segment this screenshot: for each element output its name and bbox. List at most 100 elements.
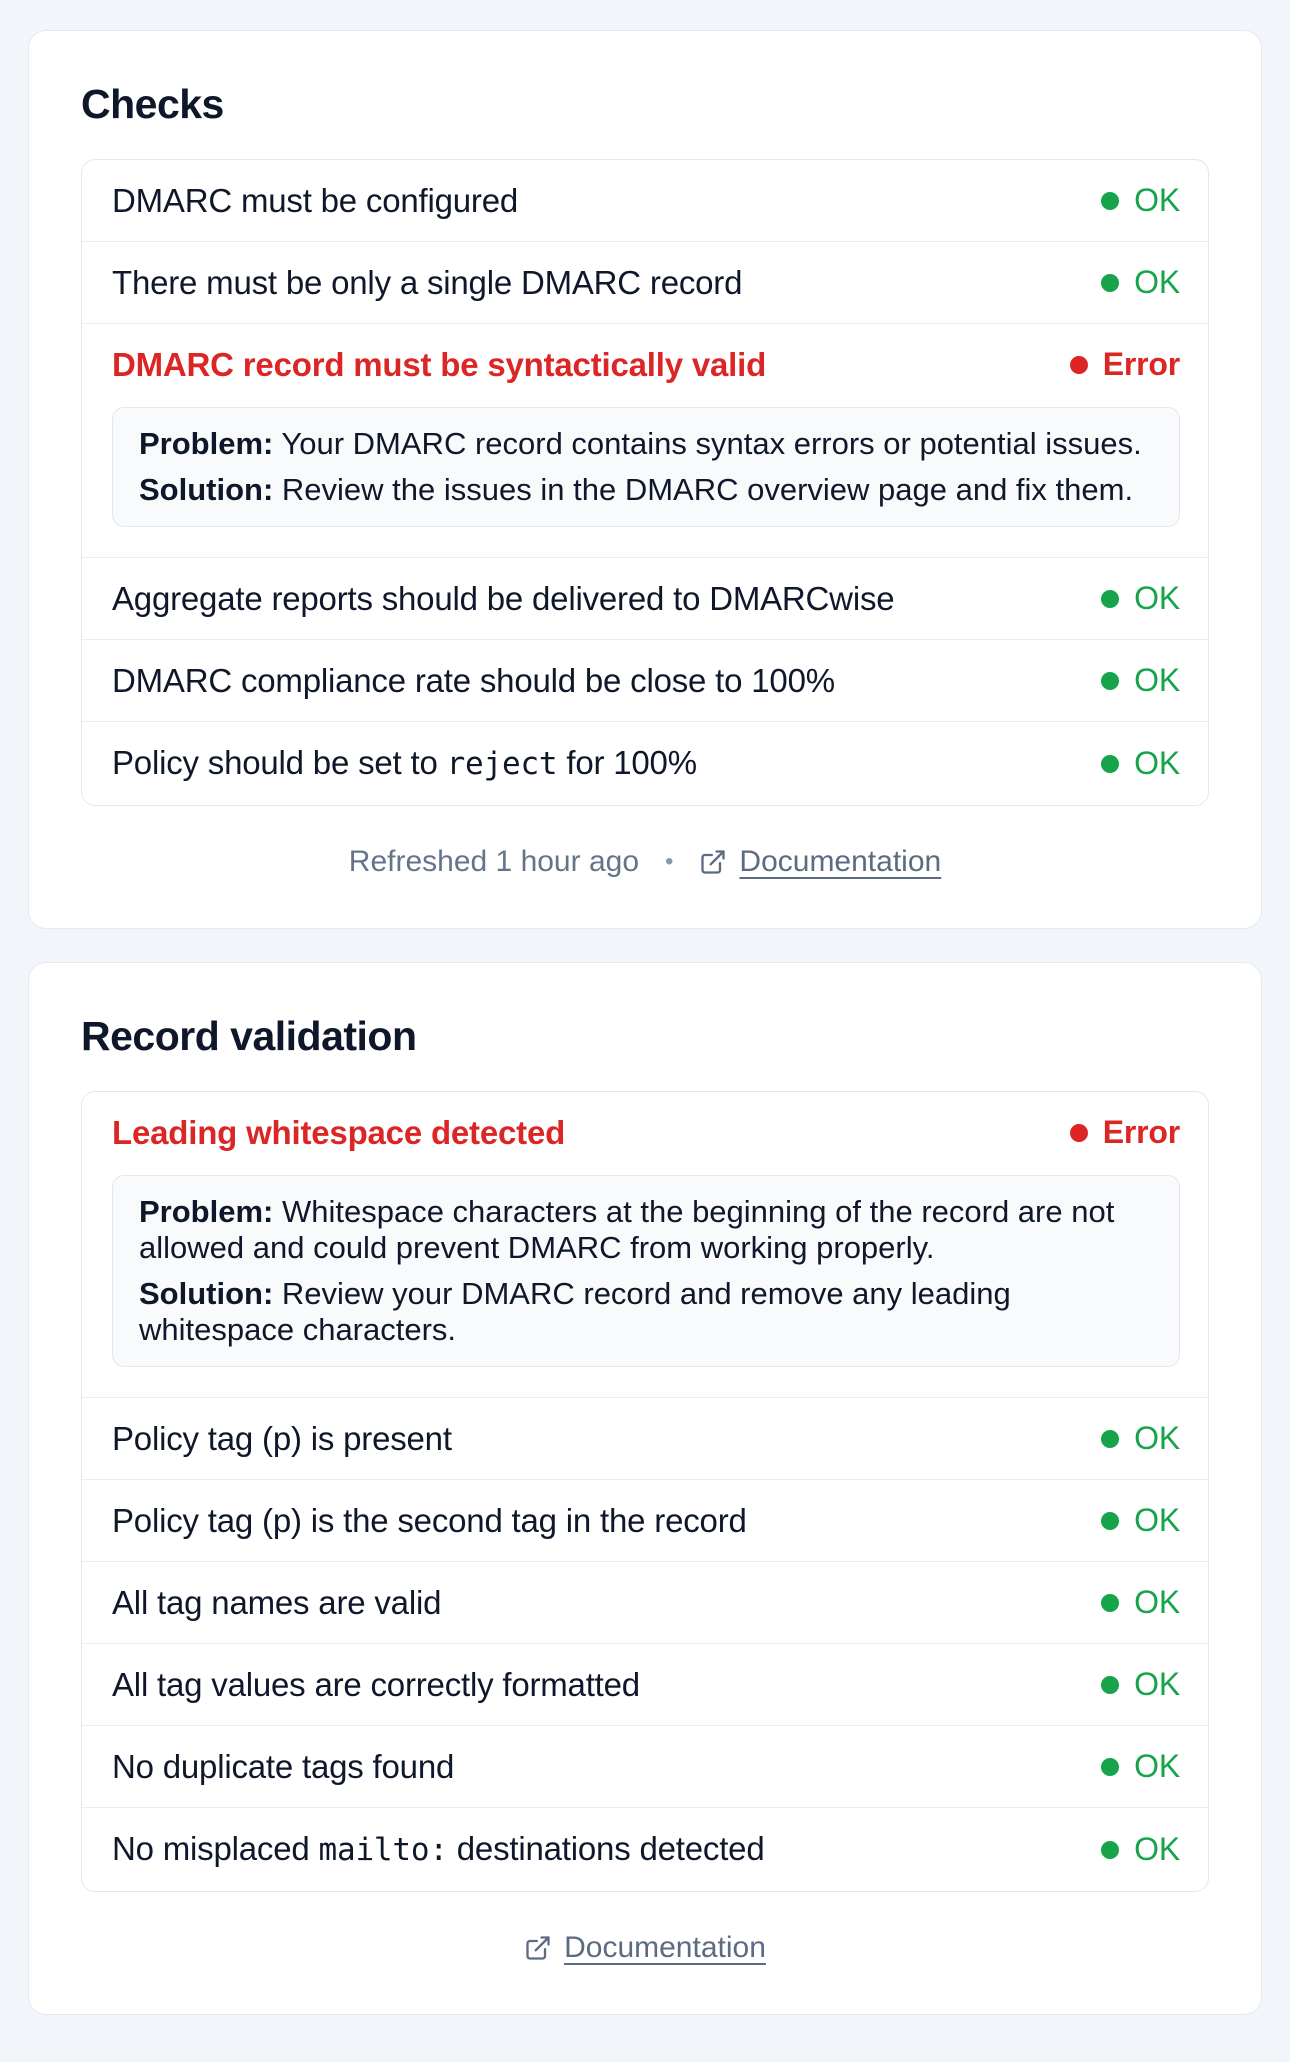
status-label: OK [1134, 1584, 1180, 1620]
check-row-head: Policy should be set to reject for 100% … [112, 742, 1180, 785]
problem-label: Problem: [139, 1194, 274, 1229]
check-label: Leading whitespace detected [112, 1114, 566, 1151]
status-label: OK [1134, 1748, 1180, 1784]
external-link-icon [526, 1936, 550, 1960]
checks-list: DMARC must be configured OK There must b… [81, 159, 1209, 806]
status-label: OK [1134, 1666, 1180, 1702]
checks-card-footer: Refreshed 1 hour ago • Documentation [81, 842, 1209, 882]
status-label: OK [1134, 662, 1180, 698]
status-dot-icon [1069, 1123, 1088, 1142]
status-badge: OK [1101, 1831, 1180, 1868]
status-dot-icon [1069, 355, 1088, 374]
status-badge: OK [1101, 1584, 1180, 1621]
check-label: Policy should be set to reject for 100% [112, 744, 697, 782]
status-badge: OK [1101, 1502, 1180, 1539]
check-row-head: Leading whitespace detected Error [112, 1112, 1180, 1153]
check-row: DMARC record must be syntactically valid… [82, 323, 1208, 557]
record-validation-list: Leading whitespace detected Error Proble… [81, 1091, 1209, 1892]
status-label: OK [1134, 580, 1180, 616]
documentation-link[interactable]: Documentation [699, 842, 941, 882]
check-label: DMARC must be configured [112, 182, 519, 219]
documentation-link-label: Documentation [739, 845, 942, 878]
documentation-link[interactable]: Documentation [524, 1928, 766, 1968]
problem-text: Problem: Your DMARC record contains synt… [139, 426, 1142, 461]
status-dot-icon [1101, 671, 1120, 690]
status-dot-icon [1101, 1840, 1120, 1859]
status-badge: OK [1101, 182, 1180, 219]
check-label: Policy tag (p) is present [112, 1420, 452, 1457]
inline-code: reject [446, 746, 558, 782]
status-badge: OK [1101, 1420, 1180, 1457]
problem-solution-box: Problem: Whitespace characters at the be… [112, 1175, 1180, 1367]
problem-label: Problem: [139, 426, 274, 461]
status-dot-icon [1101, 1593, 1120, 1612]
status-badge: Error [1069, 1114, 1180, 1151]
status-dot-icon [1101, 589, 1120, 608]
problem-solution-box: Problem: Your DMARC record contains synt… [112, 407, 1180, 527]
check-label: All tag names are valid [112, 1584, 442, 1621]
check-label: DMARC record must be syntactically valid [112, 346, 767, 383]
check-label: No misplaced mailto: destinations detect… [112, 1830, 765, 1868]
status-dot-icon [1101, 191, 1120, 210]
documentation-link-label: Documentation [564, 1931, 766, 1964]
check-row-head: All tag values are correctly formatted O… [112, 1664, 1180, 1705]
status-badge: OK [1101, 264, 1180, 301]
status-label: OK [1134, 1831, 1180, 1867]
status-label: OK [1134, 264, 1180, 300]
check-label: All tag values are correctly formatted [112, 1666, 640, 1703]
status-label: OK [1134, 1420, 1180, 1456]
check-row-head: DMARC record must be syntactically valid… [112, 344, 1180, 385]
status-dot-icon [1101, 1757, 1120, 1776]
check-row-head: Policy tag (p) is the second tag in the … [112, 1500, 1180, 1541]
record-validation-card: Record validation Leading whitespace det… [28, 962, 1262, 2015]
status-label: Error [1102, 1114, 1180, 1150]
status-badge: OK [1101, 662, 1180, 699]
check-label: There must be only a single DMARC record [112, 264, 743, 301]
check-label: No duplicate tags found [112, 1748, 455, 1785]
status-dot-icon [1101, 754, 1120, 773]
check-row: All tag names are valid OK [82, 1561, 1208, 1643]
check-row-head: Policy tag (p) is present OK [112, 1418, 1180, 1459]
check-label: Policy tag (p) is the second tag in the … [112, 1502, 747, 1539]
check-row: Leading whitespace detected Error Proble… [82, 1092, 1208, 1397]
status-label: OK [1134, 1502, 1180, 1538]
check-row-head: All tag names are valid OK [112, 1582, 1180, 1623]
problem-text: Problem: Whitespace characters at the be… [139, 1194, 1115, 1265]
status-badge: Error [1069, 346, 1180, 383]
check-row: Policy tag (p) is present OK [82, 1397, 1208, 1479]
check-row-head: No duplicate tags found OK [112, 1746, 1180, 1787]
check-row: No misplaced mailto: destinations detect… [82, 1807, 1208, 1891]
refreshed-text: Refreshed 1 hour ago [348, 845, 639, 878]
status-label: OK [1134, 182, 1180, 218]
external-link-icon [701, 850, 726, 874]
solution-label: Solution: [139, 1276, 274, 1311]
check-row: Policy should be set to reject for 100% … [82, 721, 1208, 805]
record-validation-card-footer: Documentation [81, 1928, 1209, 1968]
check-row-head: There must be only a single DMARC record… [112, 262, 1180, 303]
checks-card-title: Checks [81, 81, 224, 127]
check-row: DMARC compliance rate should be close to… [82, 639, 1208, 721]
status-badge: OK [1101, 580, 1180, 617]
check-row: Policy tag (p) is the second tag in the … [82, 1479, 1208, 1561]
record-validation-card-title: Record validation [81, 1013, 417, 1059]
check-row: DMARC must be configured OK [82, 160, 1208, 241]
status-dot-icon [1101, 1511, 1120, 1530]
status-label: OK [1134, 745, 1180, 781]
check-row: There must be only a single DMARC record… [82, 241, 1208, 323]
check-label: Aggregate reports should be delivered to… [112, 580, 895, 617]
check-label: DMARC compliance rate should be close to… [112, 662, 835, 699]
solution-label: Solution: [139, 472, 274, 507]
check-row-head: DMARC compliance rate should be close to… [112, 660, 1180, 701]
status-dot-icon [1101, 1675, 1120, 1694]
check-row-head: No misplaced mailto: destinations detect… [112, 1828, 1180, 1871]
check-row-head: DMARC must be configured OK [112, 180, 1180, 221]
inline-code: mailto: [318, 1832, 449, 1868]
footer-separator-dot: • [665, 848, 674, 875]
check-row: All tag values are correctly formatted O… [82, 1643, 1208, 1725]
solution-text: Solution: Review the issues in the DMARC… [139, 472, 1134, 507]
status-badge: OK [1101, 1666, 1180, 1703]
check-row: Aggregate reports should be delivered to… [82, 557, 1208, 639]
check-row-head: Aggregate reports should be delivered to… [112, 578, 1180, 619]
check-row: No duplicate tags found OK [82, 1725, 1208, 1807]
status-badge: OK [1101, 745, 1180, 782]
